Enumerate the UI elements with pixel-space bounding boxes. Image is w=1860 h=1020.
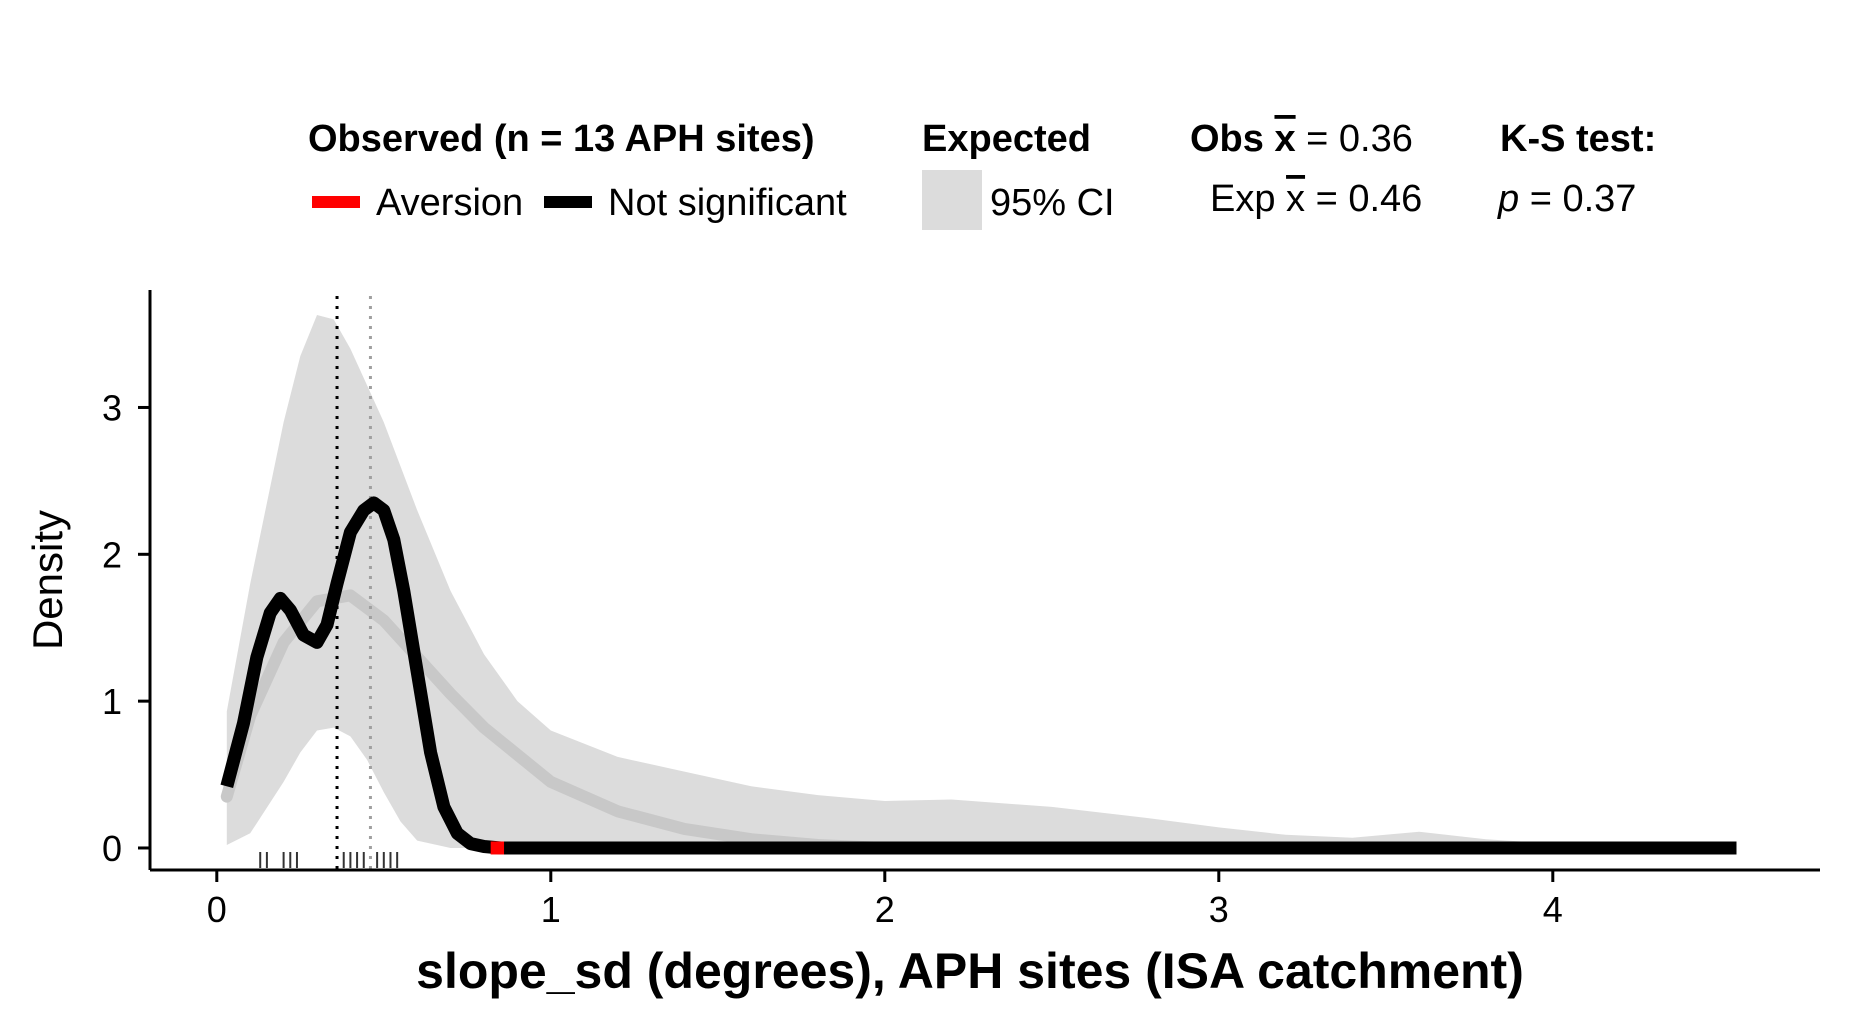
y-tick-label: 0 bbox=[102, 828, 122, 869]
x-ticks: 0 1 2 3 4 bbox=[207, 870, 1563, 930]
legend-ks-title: K-S test: bbox=[1500, 118, 1656, 160]
x-tick-label: 3 bbox=[1209, 889, 1229, 930]
legend-observed-title: Observed (n = 13 APH sites) bbox=[308, 118, 815, 160]
ci-band-area bbox=[226, 315, 1737, 848]
legend-ks-p-value: = 0.37 bbox=[1519, 178, 1636, 220]
legend-expected-title: Expected bbox=[922, 118, 1091, 160]
legend-exp-mean: Exp x = 0.46 bbox=[1210, 178, 1422, 220]
x-tick-label: 2 bbox=[875, 889, 895, 930]
y-ticks: 0 1 2 3 bbox=[102, 387, 150, 869]
legend-obs-mean-prefix: Obs bbox=[1190, 118, 1274, 160]
legend-obs-mean-value: = 0.36 bbox=[1296, 118, 1413, 160]
x-tick-label: 1 bbox=[541, 889, 561, 930]
observed-density-line bbox=[220, 496, 1737, 855]
legend-obs-mean: Obs x = 0.36 bbox=[1190, 118, 1413, 160]
legend-not-significant-label: Not significant bbox=[608, 182, 847, 224]
rug-layer bbox=[259, 852, 399, 868]
y-tick-label: 2 bbox=[102, 534, 122, 575]
legend-aversion-swatch bbox=[312, 196, 360, 208]
legend-aversion-label: Aversion bbox=[376, 182, 523, 224]
legend-ci-label: 95% CI bbox=[990, 182, 1115, 224]
observed-line-layer bbox=[220, 496, 1737, 855]
axes: 0 1 2 3 4 0 1 2 3 bbox=[102, 290, 1820, 930]
legend-exp-mean-prefix: Exp bbox=[1210, 178, 1286, 220]
legend-obs-mean-symbol: x bbox=[1274, 118, 1295, 160]
x-tick-label: 4 bbox=[1543, 889, 1563, 930]
legend: Observed (n = 13 APH sites) Aversion Not… bbox=[308, 118, 1656, 230]
x-axis-title: slope_sd (degrees), APH sites (ISA catch… bbox=[416, 943, 1524, 999]
legend-exp-mean-symbol: x bbox=[1286, 178, 1305, 220]
y-tick-label: 3 bbox=[102, 387, 122, 428]
ci-band-layer bbox=[226, 315, 1737, 848]
legend-ci-swatch bbox=[922, 170, 982, 230]
y-tick-label: 1 bbox=[102, 681, 122, 722]
legend-ks-p: p = 0.37 bbox=[1497, 178, 1636, 220]
legend-ks-p-symbol: p bbox=[1497, 178, 1519, 220]
y-axis-title: Density bbox=[24, 510, 71, 650]
legend-exp-mean-value: = 0.46 bbox=[1305, 178, 1422, 220]
x-tick-label: 0 bbox=[207, 889, 227, 930]
legend-not-significant-swatch bbox=[544, 196, 592, 208]
